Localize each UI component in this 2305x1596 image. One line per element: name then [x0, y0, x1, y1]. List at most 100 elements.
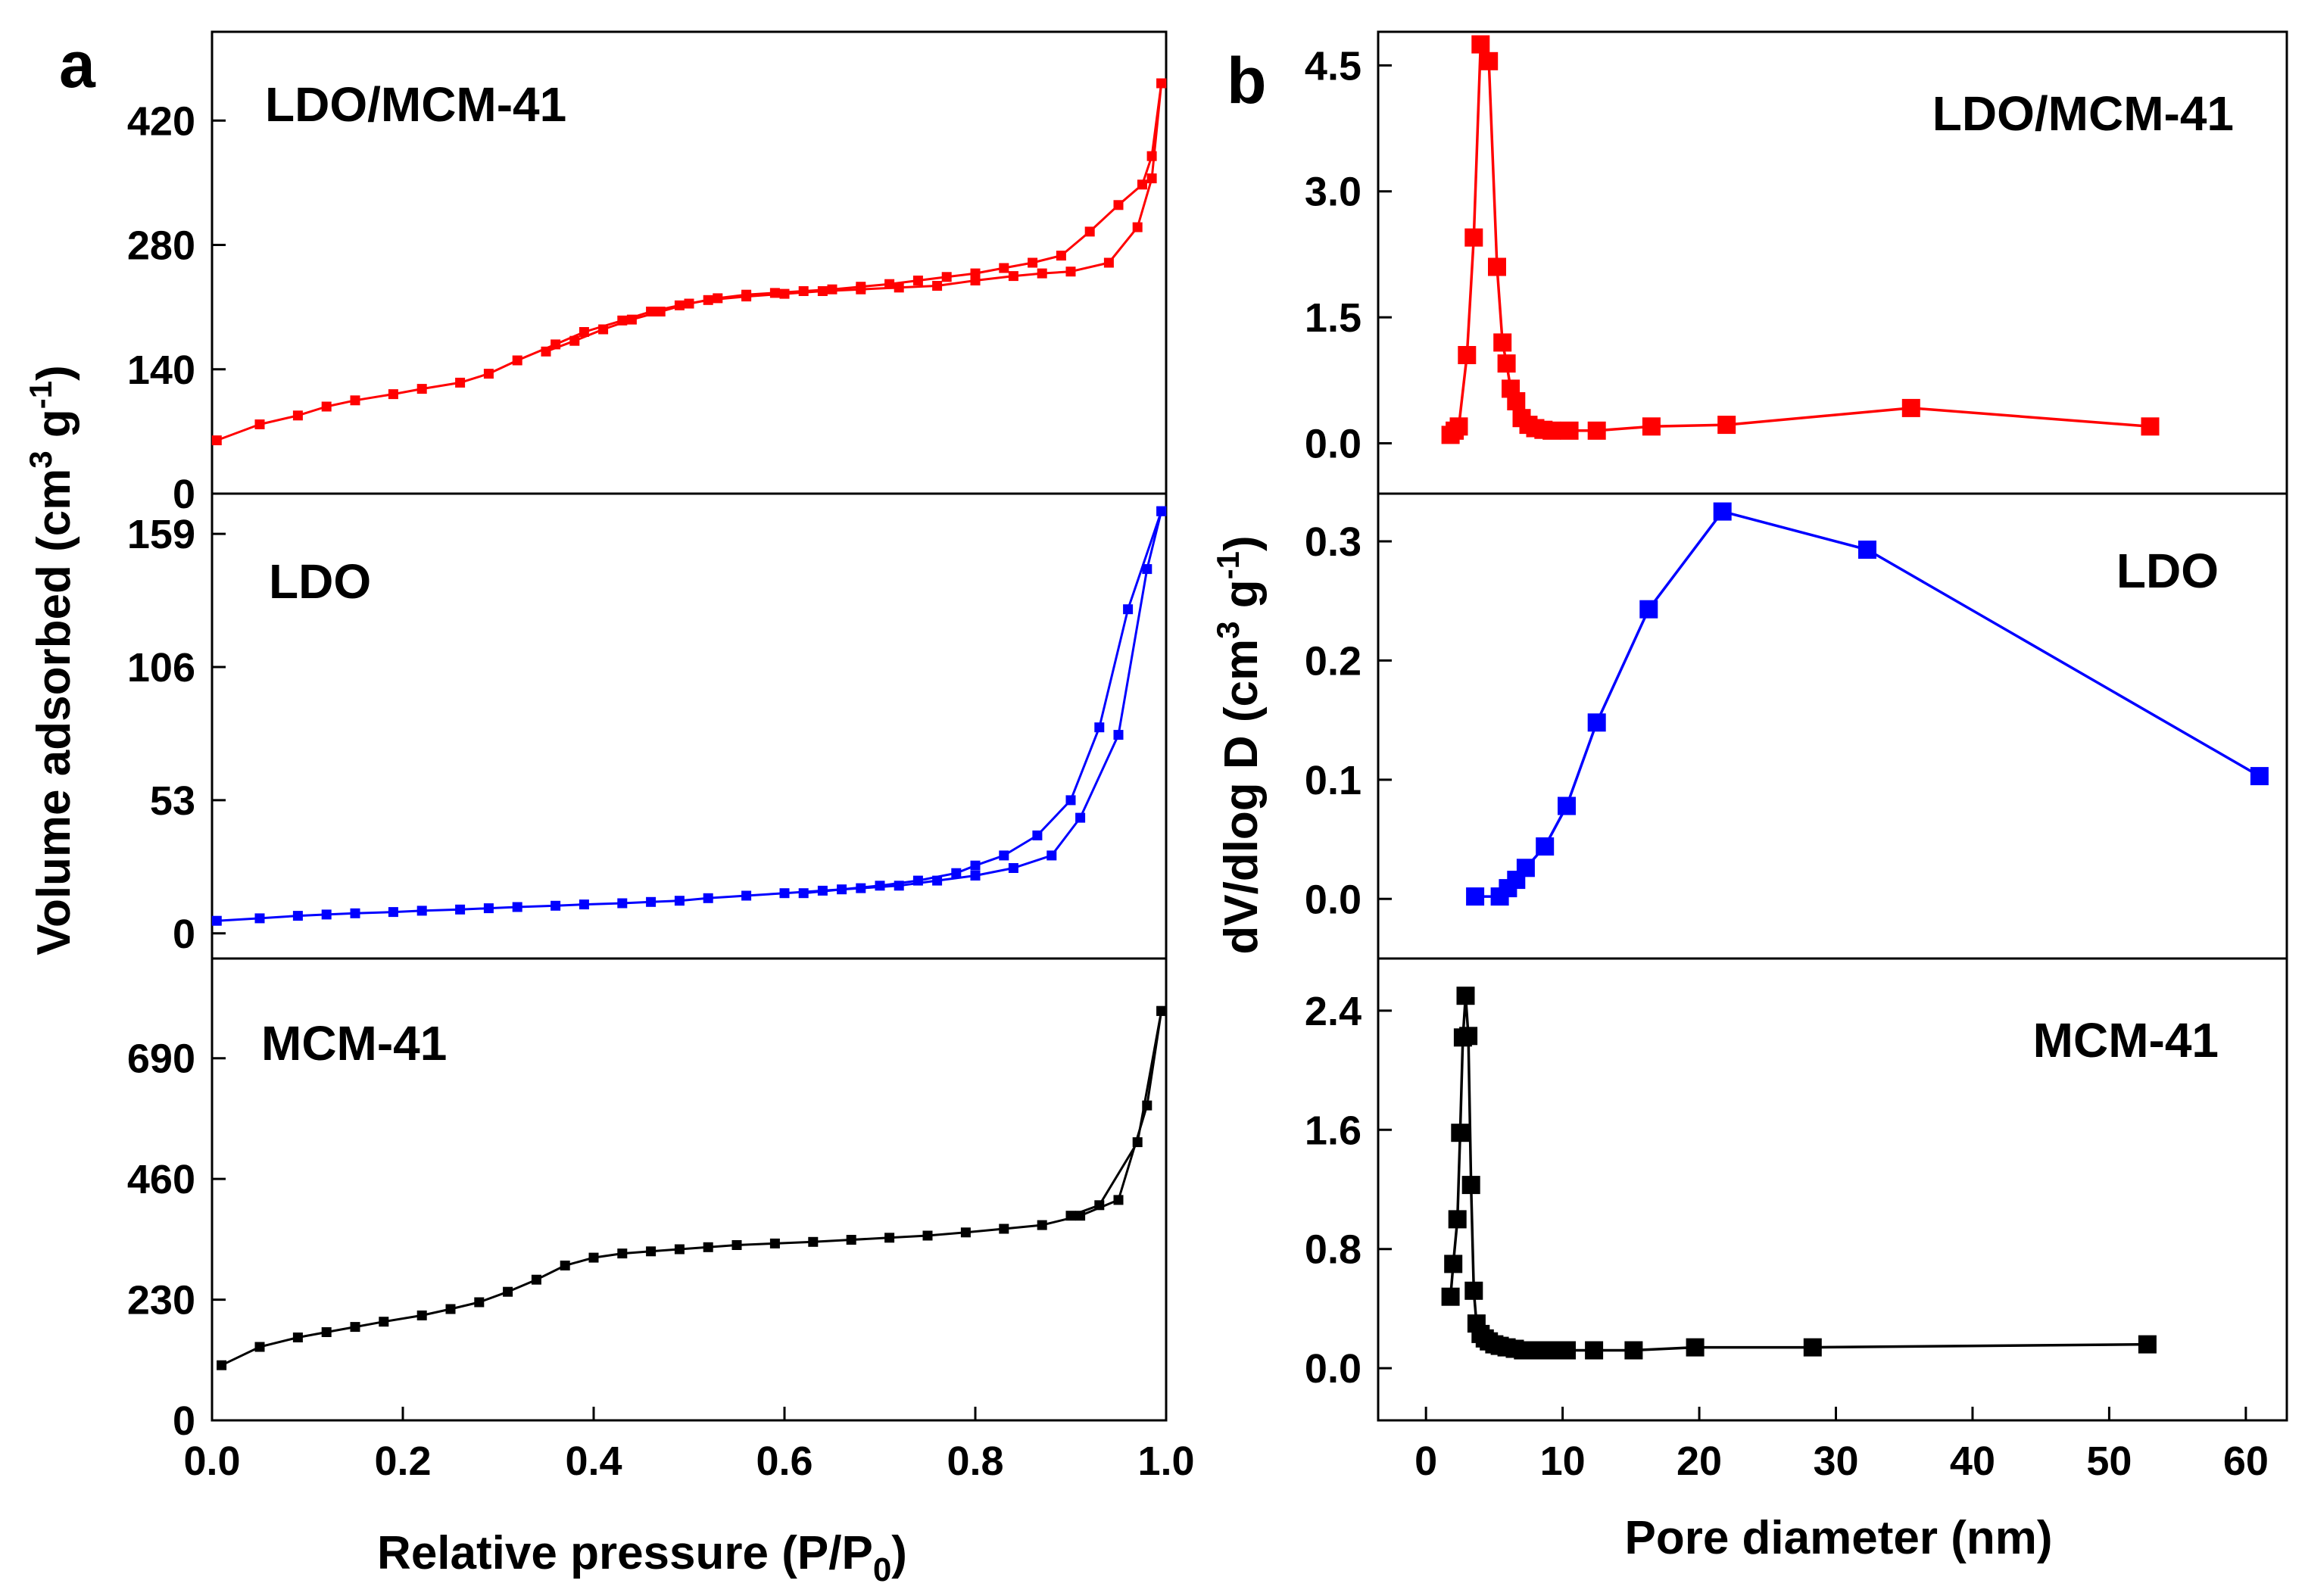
data-point [569, 335, 580, 346]
y-tick-label: 4.5 [1305, 43, 1361, 89]
data-point [512, 355, 522, 366]
data-point [598, 324, 609, 335]
data-point [1456, 987, 1475, 1005]
x-tick-label: 0.4 [565, 1439, 622, 1484]
sample-label: MCM-41 [2033, 1013, 2219, 1068]
y-tick-label: 0.0 [1305, 877, 1361, 922]
subplot-b-ldo-mcm-41: 0.0 1.5 3.0 4.5 LDO/MCM-41 [1305, 30, 2288, 495]
y-tick-label: 0.2 [1305, 638, 1361, 684]
data-point [779, 288, 790, 299]
data-point [1449, 417, 1468, 436]
data-point [512, 902, 522, 912]
data-point [1451, 1124, 1470, 1142]
data-point [769, 1238, 780, 1248]
subplot-a-ldo: 0 53 106 159 LDO [127, 492, 1168, 960]
data-point [1536, 837, 1555, 856]
data-point [1156, 506, 1167, 516]
sample-label: LDO/MCM-41 [265, 77, 566, 132]
data-point [684, 298, 694, 309]
x-tick-label: 10 [1540, 1439, 1586, 1484]
data-point [211, 435, 222, 446]
data-point [999, 263, 1009, 273]
data-point [1461, 1176, 1480, 1195]
series-line-desorption [803, 510, 1163, 895]
data-point [560, 1261, 570, 1270]
data-point [503, 1286, 513, 1297]
sample-label: LDO [2116, 544, 2219, 598]
data-point [1858, 541, 1876, 559]
data-point [455, 904, 466, 915]
data-point [416, 906, 427, 916]
data-point [388, 389, 398, 400]
data-point [779, 888, 790, 899]
data-point [846, 1235, 856, 1245]
data-point [1441, 1287, 1460, 1306]
y-tick-label: 0 [173, 912, 195, 957]
data-point [254, 1342, 265, 1352]
data-point [1717, 416, 1736, 435]
data-point [483, 903, 494, 914]
data-point [254, 419, 265, 429]
data-point [1137, 179, 1147, 190]
data-point [1444, 1255, 1463, 1273]
data-point [1560, 421, 1579, 440]
y-tick-label: 106 [127, 645, 195, 690]
data-point [912, 875, 923, 886]
data-point [1459, 1027, 1478, 1046]
x-tick-label: 1.0 [1137, 1439, 1194, 1484]
y-tick-label: 0.8 [1305, 1227, 1361, 1273]
data-point [2141, 417, 2160, 436]
data-point [1113, 730, 1124, 740]
data-point [1464, 228, 1483, 247]
x-tick-label: 40 [1950, 1439, 1995, 1484]
data-point [579, 327, 589, 337]
data-point [455, 377, 466, 388]
data-point [1587, 421, 1606, 440]
data-point [483, 369, 494, 379]
data-point [703, 893, 713, 903]
data-point [292, 410, 303, 421]
data-point [837, 884, 847, 895]
data-point [617, 1248, 628, 1259]
data-point [1065, 267, 1076, 277]
y-tick-label: 140 [127, 348, 195, 393]
data-point [1493, 333, 1512, 352]
data-point [1587, 713, 1606, 732]
y-tick-label: 0.0 [1305, 1346, 1361, 1392]
y-tick-label: 690 [127, 1036, 195, 1082]
data-point [1156, 78, 1167, 89]
data-point [1037, 268, 1047, 279]
data-point [827, 284, 837, 295]
x-tick-label: 0.2 [374, 1439, 431, 1484]
data-point [1803, 1338, 1822, 1357]
data-point [211, 915, 222, 926]
data-point [321, 401, 332, 412]
data-point [912, 276, 923, 285]
data-point [1065, 795, 1076, 806]
data-point [1639, 600, 1658, 619]
x-tick-label: 50 [2086, 1439, 2132, 1484]
data-point [2138, 1335, 2157, 1354]
data-point [646, 896, 657, 907]
y-tick-label: 159 [127, 512, 195, 557]
y-tick-label: 1.5 [1305, 295, 1361, 341]
y-tick-label: 230 [127, 1278, 195, 1323]
b-y-axis-label: dV/dlog D (cm3 g-1) [1210, 535, 1268, 954]
data-point [1146, 173, 1157, 184]
data-point [731, 1240, 742, 1250]
data-point [474, 1297, 485, 1308]
x-tick-label: 0 [1415, 1439, 1437, 1484]
data-point [1558, 1341, 1576, 1360]
data-point [960, 1227, 971, 1238]
data-point [1497, 354, 1516, 373]
y-tick-label: 3.0 [1305, 170, 1361, 215]
data-point [655, 307, 666, 316]
data-point [1113, 1195, 1124, 1205]
y-tick-label: 420 [127, 98, 195, 144]
data-point [379, 1317, 389, 1327]
data-point [551, 900, 561, 911]
data-point [808, 1236, 819, 1247]
data-point [674, 1244, 685, 1255]
data-point [1642, 417, 1661, 436]
data-point [350, 908, 360, 918]
